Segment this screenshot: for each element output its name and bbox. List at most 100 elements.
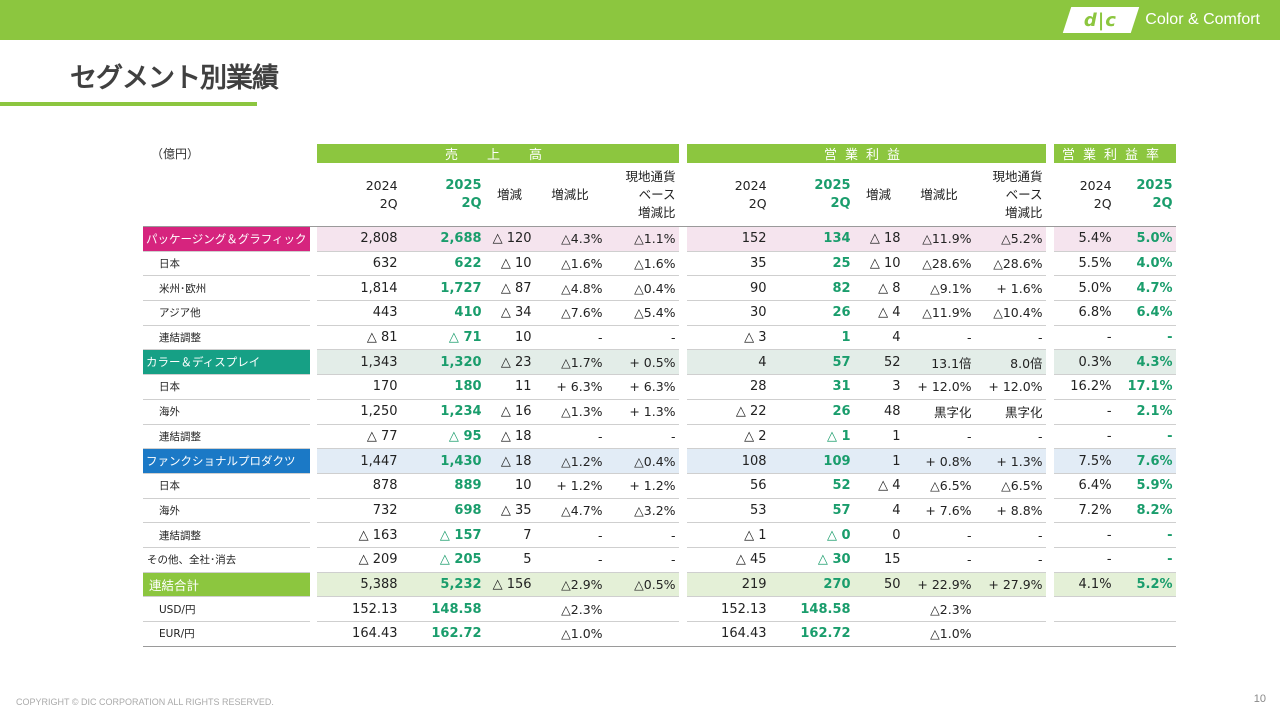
table-cell: △11.9%	[903, 301, 975, 326]
table-cell: △ 77	[316, 425, 401, 450]
table-cell: △2.9%	[534, 572, 606, 598]
column-header: 2024 2Q	[316, 163, 401, 227]
table-cell: 26	[769, 400, 854, 425]
table-cell: -	[974, 523, 1046, 548]
table-cell: △ 16	[484, 400, 535, 425]
table-cell: 1	[853, 425, 904, 450]
table-cell: 48	[853, 400, 904, 425]
table-cell: △ 18	[853, 227, 904, 252]
group-operating-margin: 営業利益率	[1053, 144, 1176, 163]
table-cell: 7.6%	[1114, 449, 1176, 474]
row-label: 海外	[143, 400, 310, 425]
dic-logo-mark-text: d|c	[1084, 9, 1118, 31]
table-cell: △ 120	[484, 227, 535, 252]
table-cell: △ 71	[400, 326, 485, 351]
table-cell: 黒字化	[974, 400, 1046, 425]
table-cell: △0.4%	[605, 276, 679, 302]
row-label: 米州･欧州	[143, 276, 310, 302]
table-cell: 878	[316, 474, 401, 499]
table-row: USD/円 152.13 148.58 △2.3% 152.13 148.58 △2.3%	[143, 597, 1176, 622]
table-cell: 8.0倍	[974, 350, 1046, 376]
table-cell: △ 10	[484, 252, 535, 277]
table-cell: △28.6%	[974, 252, 1046, 277]
table-row: アジア他 443 410 △ 34 △7.6% △5.4% 30 26 △ 4 △11.9% △10…	[143, 301, 1176, 326]
table-cell: 28	[686, 375, 770, 400]
table-cell: △6.5%	[903, 474, 975, 499]
table-cell: 1,814	[316, 276, 401, 302]
unit-label: （億円）	[151, 147, 200, 161]
table-cell: 632	[316, 252, 401, 277]
logo-tagline: Color & Comfort	[1145, 11, 1260, 28]
table-cell: 180	[400, 375, 485, 400]
table-cell: △ 157	[400, 523, 485, 548]
table-cell: 622	[400, 252, 485, 277]
table-cell: 5.0%	[1053, 276, 1115, 302]
column-header: 2025 2Q	[1114, 163, 1176, 227]
table-cell: △ 205	[400, 548, 485, 573]
table-cell: 16.2%	[1053, 375, 1115, 400]
table-cell: 82	[769, 276, 854, 302]
row-label: アジア他	[143, 301, 310, 326]
table-row: 海外 1,250 1,234 △ 16 △1.3% + 1.3% △ 22 26 48 黒字化 黒字…	[143, 400, 1176, 425]
table-cell: △ 10	[853, 252, 904, 277]
table-cell: 170	[316, 375, 401, 400]
table-cell: 5.9%	[1114, 474, 1176, 499]
segment-results-table: （億円） 売 上 高 営業利益 営業利益率 2024 2Q 2025 2Q 増減 増減…	[143, 144, 1176, 647]
table-cell: 90	[686, 276, 770, 302]
table-cell: △ 95	[400, 425, 485, 450]
table-cell: 109	[769, 449, 854, 474]
row-label: 日本	[143, 474, 310, 499]
table-cell: 57	[769, 499, 854, 524]
table-cell: -	[1053, 425, 1115, 450]
table-cell: -	[605, 425, 679, 450]
table-cell: △ 4	[853, 301, 904, 326]
table-cell: 1	[769, 326, 854, 351]
table-cell: △4.7%	[534, 499, 606, 524]
table-cell: 889	[400, 474, 485, 499]
table-cell: 30	[686, 301, 770, 326]
table-cell: 52	[769, 474, 854, 499]
table-cell: △0.5%	[605, 572, 679, 598]
table-cell: △ 23	[484, 350, 535, 376]
table-cell: 17.1%	[1114, 375, 1176, 400]
table-cell: 1,250	[316, 400, 401, 425]
table-cell: △7.6%	[534, 301, 606, 326]
table-cell: 270	[769, 572, 854, 598]
table-cell: 31	[769, 375, 854, 400]
table-cell: 25	[769, 252, 854, 277]
group-header-row: （億円） 売 上 高 営業利益 営業利益率	[143, 144, 1176, 163]
table-cell: △2.3%	[903, 597, 975, 622]
table-cell: △ 163	[316, 523, 401, 548]
table-cell: + 6.3%	[534, 375, 606, 400]
title-underline	[0, 102, 257, 106]
table-cell: 7.5%	[1053, 449, 1115, 474]
table-cell: △1.1%	[605, 227, 679, 252]
table-cell: △1.6%	[534, 252, 606, 277]
table-cell: -	[1053, 523, 1115, 548]
table-cell: △ 0	[769, 523, 854, 548]
row-label: パッケージング＆グラフィック	[143, 227, 310, 252]
table-cell: △ 18	[484, 425, 535, 450]
table-cell: △ 2	[686, 425, 770, 450]
table-cell: 1,727	[400, 276, 485, 302]
table-cell: △ 22	[686, 400, 770, 425]
table-cell: △5.4%	[605, 301, 679, 326]
table-cell: -	[974, 425, 1046, 450]
table-cell: 219	[686, 572, 770, 598]
table-cell	[605, 622, 679, 647]
table-cell: 2.1%	[1114, 400, 1176, 425]
group-sales: 売 上 高	[316, 144, 679, 163]
table-cell: △4.3%	[534, 227, 606, 252]
table-cell: -	[903, 523, 975, 548]
table-cell: 11	[484, 375, 535, 400]
table-cell: 4.1%	[1053, 572, 1115, 598]
table-cell: -	[1053, 326, 1115, 351]
table-cell	[853, 597, 904, 622]
table-cell: 26	[769, 301, 854, 326]
table-cell: + 7.6%	[903, 499, 975, 524]
table-cell: 443	[316, 301, 401, 326]
row-label: カラー＆ディスプレイ	[143, 350, 310, 376]
table-cell: 1,234	[400, 400, 485, 425]
table-cell: △ 3	[686, 326, 770, 351]
